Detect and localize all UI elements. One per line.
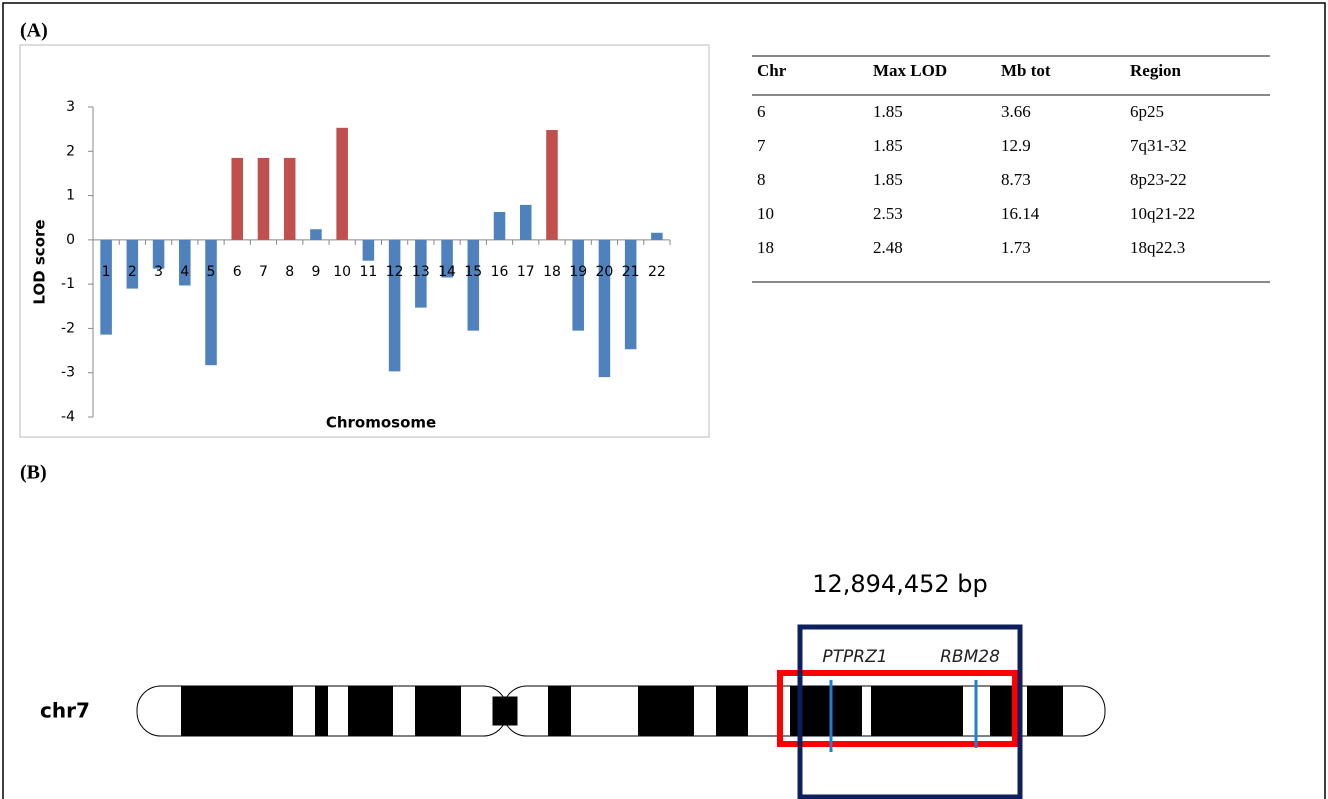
gene-label: PTPRZ1 [822,647,887,667]
y-tick-label: 1 [66,188,75,204]
y-tick-label: 0 [66,232,75,248]
table: Chr Max LOD Mb tot Region 6 1.85 3.66 6p25 7 1.85… [752,56,1270,282]
table-header: Chr [757,61,787,80]
y-tick-label: -3 [61,365,75,381]
table-cell: 10q21-22 [1130,204,1195,223]
table-header: Region [1130,61,1182,80]
bar [310,229,322,240]
x-tick-label: 20 [596,264,614,280]
bar [389,240,401,372]
table-cell: 7q31-32 [1130,136,1187,155]
x-tick-label: 11 [359,264,377,280]
x-tick-label: 16 [491,264,509,280]
table-cell: 8.73 [1001,170,1031,189]
bar [284,158,296,240]
table-cell: 1.85 [873,102,903,121]
y-tick-label: -4 [61,409,75,425]
table-cell: 1.85 [873,136,903,155]
bar [363,240,375,261]
table-cell: 2.48 [873,238,903,257]
bar [599,240,611,377]
table-cell: 3.66 [1001,102,1031,121]
x-tick-label: 9 [311,264,320,280]
gene-label: RBM28 [940,647,1000,667]
bar [651,233,663,240]
x-tick-label: 6 [233,264,242,280]
x-tick-label: 2 [128,264,137,280]
bar [468,240,480,331]
y-axis-title: LOD score [31,219,49,304]
x-tick-label: 4 [180,264,189,280]
panel-label: (B) [20,462,47,484]
table-cell: 1.85 [873,170,903,189]
table-body: Chr Max LOD Mb tot Region 6 1.85 3.66 6p25 7 1.85… [757,61,1195,257]
bar [231,158,243,240]
x-tick-label: 21 [622,264,640,280]
x-tick-label: 5 [207,264,216,280]
region-size: 12,894,452 bp [812,570,988,598]
table-cell: 12.9 [1001,136,1031,155]
x-axis-title: Chromosome [326,414,436,432]
centromere [493,697,517,725]
x-tick-label: 22 [648,264,666,280]
table-cell: 18q22.3 [1130,238,1185,257]
x-tick-label: 10 [333,264,351,280]
table-cell: 6 [757,102,766,121]
bar [546,130,558,240]
y-tick-label: 3 [66,99,75,115]
table-header: Max LOD [873,61,947,80]
bar [336,128,348,240]
bar [520,205,532,240]
y-tick-label: -1 [61,276,75,292]
table-cell: 16.14 [1001,204,1040,223]
x-tick-label: 14 [438,264,456,280]
table-cell: 8 [757,170,766,189]
x-tick-label: 19 [569,264,587,280]
table-cell: 10 [757,204,774,223]
x-tick-label: 13 [412,264,430,280]
table-cell: 7 [757,136,766,155]
table-cell: 2.53 [873,204,903,223]
table-header: Mb tot [1001,61,1051,80]
bar [100,240,112,335]
bar [258,158,270,240]
x-tick-label: 1 [102,264,111,280]
x-tick-label: 18 [543,264,561,280]
x-tick-label: 8 [285,264,294,280]
bar [494,212,506,240]
table-cell: 6p25 [1130,102,1164,121]
y-tick-label: 2 [66,143,75,159]
x-tick-label: 7 [259,264,268,280]
bar [205,240,217,365]
bar [625,240,637,349]
panel-label: (A) [20,20,48,42]
x-tick-label: 3 [154,264,163,280]
table-cell: 8p23-22 [1130,170,1187,189]
x-tick-label: 15 [464,264,482,280]
table-cell: 1.73 [1001,238,1031,257]
y-tick-label: -2 [61,320,75,336]
x-tick-label: 17 [517,264,535,280]
chromosome-label: chr7 [40,699,90,723]
figure: (A) LOD score Chromosome -4-3-2-10123123… [0,0,1328,799]
table-cell: 18 [757,238,774,257]
bar [572,240,584,331]
x-tick-label: 12 [386,264,404,280]
